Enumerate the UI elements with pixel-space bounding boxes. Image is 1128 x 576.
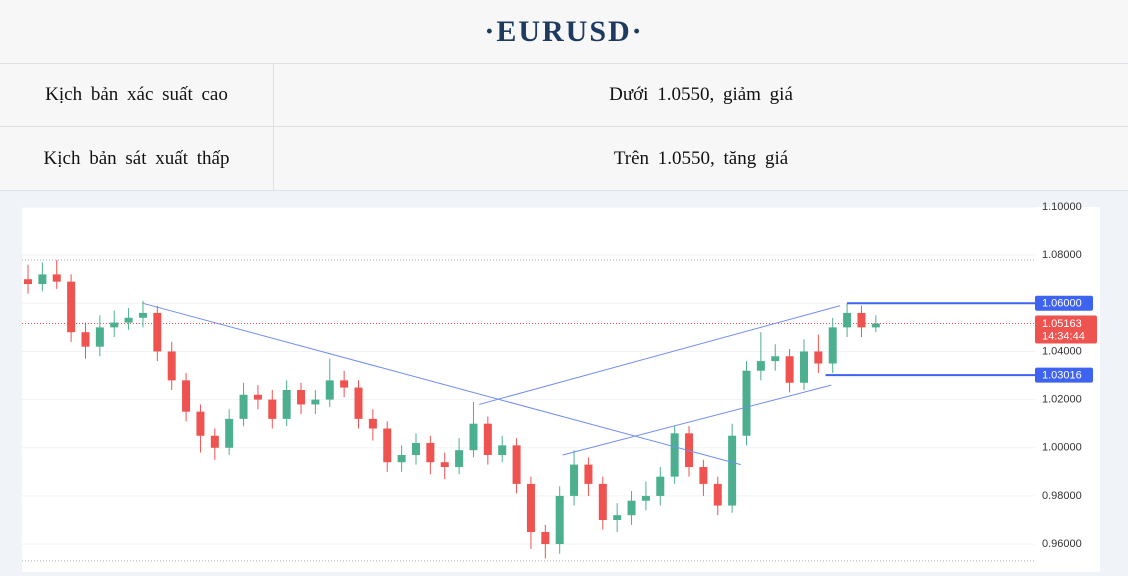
trend-line [142,302,741,466]
candle-body [498,445,507,455]
candle-body [325,380,334,400]
candle-body [196,411,205,436]
candle-body [253,394,262,400]
candle-body [124,317,133,323]
cell: Trên 1.0550, tăng giá [613,147,789,169]
candle-body [627,500,636,516]
candle-body [383,428,392,463]
candle-body [613,515,622,520]
y-tick-label: 1.00000 [1042,442,1082,454]
candle-body [483,423,492,455]
y-tick-label: 1.08000 [1042,249,1082,261]
candle-body [340,380,349,388]
candle-body [368,418,377,429]
candle-body [771,356,780,362]
cell: Kịch bản xác suất cao [0,64,274,126]
candle-body [570,464,579,496]
candle-body [641,495,650,501]
level-label: 1.06000 [1042,298,1082,310]
candle-body [153,312,162,352]
candle-body [555,495,564,545]
candle-body [138,312,147,318]
y-tick-label: 1.10000 [1042,201,1082,213]
candle-body [699,467,708,484]
trend-line [562,384,832,456]
chart: 0.96000 0.98000 1.00000 1.02000 1.04000 1.060… [22,201,1100,572]
level-label-box [1035,367,1093,383]
candle-body [728,435,737,506]
candle-body [584,464,593,484]
y-tick-label: 1.02000 [1042,394,1082,406]
candle-body [268,399,277,419]
cell: Kịch bản sát xuất thấp [0,127,274,190]
candle-body [785,356,794,383]
candle-body [469,423,478,451]
candle-body [411,442,420,455]
candle-body [167,351,176,381]
candle-body [67,281,76,333]
candle-body [598,483,607,520]
candle-body [52,274,61,282]
candle-body [210,435,219,448]
candle-body [541,532,550,545]
y-tick-label: 0.96000 [1042,538,1082,550]
last-price-time: 14:34:44 [1042,330,1085,342]
candle-body [354,387,363,419]
candle-body [799,351,808,383]
candle-body [843,312,852,328]
candle-body [182,380,191,412]
candle-body [38,274,47,285]
candle-body [670,433,679,477]
trend-line [479,305,841,405]
candle-body [297,389,306,405]
level-label: 1.03016 [1042,370,1082,382]
candle-body [397,454,406,463]
candle-body [656,476,665,496]
last-price-label: 1.05163 [1042,318,1082,330]
title: ·EURUSD· [0,0,1128,64]
candle-body [24,279,32,285]
candle-body [871,323,880,328]
candle-body [713,483,722,506]
candle-body [814,351,823,364]
candle-body [225,418,234,448]
cell: Dưới 1.0550, giảm giá [609,84,793,105]
level-label-box [1035,295,1093,311]
candle-body [857,312,866,328]
candle-body [756,361,765,371]
candle-body [512,445,521,484]
candle-body [95,327,104,347]
candle-body [742,370,751,436]
table-row: Kịch bản sát xuất thấp Trên 1.0550, tăng… [0,127,1128,191]
candle-body [440,462,449,468]
candle-body [526,483,535,533]
y-tick-label: 0.98000 [1042,490,1082,502]
candle-body [828,327,837,364]
y-tick-label: 1.04000 [1042,345,1082,357]
candle-body [455,450,464,468]
candle-body [426,442,435,463]
candle-body [81,332,90,347]
candle-body [110,322,119,328]
candle-body [282,389,291,419]
last-price-box [1035,315,1097,344]
candle-body [311,399,320,405]
candle-body [239,394,248,419]
table-row: Kịch bản xác suất cao Dưới 1.0550, giảm … [0,64,1128,127]
